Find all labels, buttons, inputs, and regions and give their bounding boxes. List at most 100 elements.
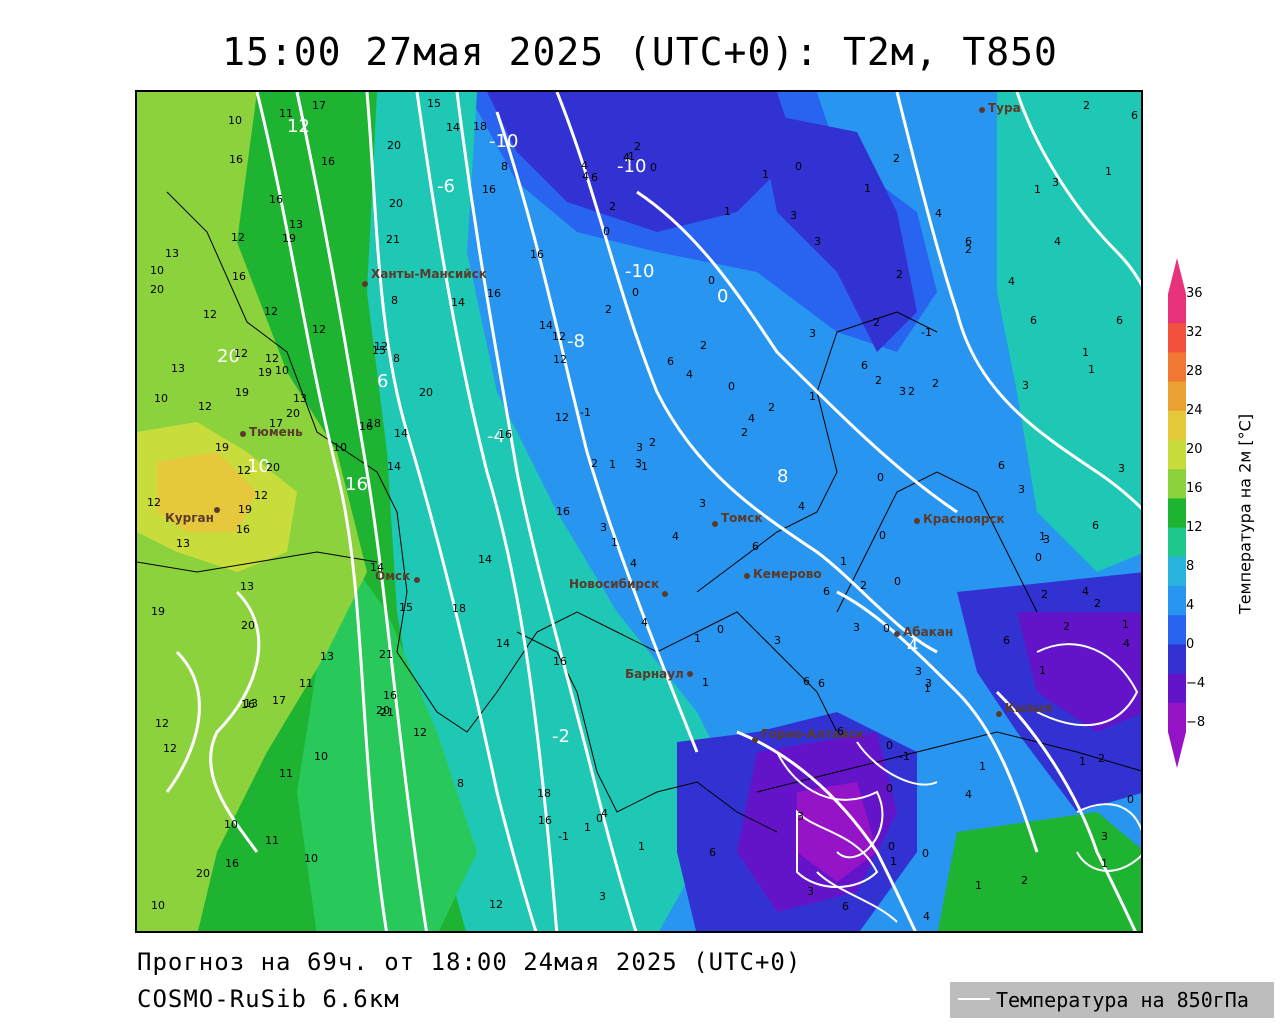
model-caption: COSMO-RuSib 6.6км xyxy=(137,985,400,1013)
station-value: 12 xyxy=(231,231,245,244)
city-tura[interactable]: Тура xyxy=(979,101,1021,115)
temperature-field: -10 -10 -10 -8 -6 -4 -2 0 4 6 8 10 12 16… xyxy=(137,92,1141,931)
station-value: 1 xyxy=(979,760,986,773)
station-value: 16 xyxy=(383,689,397,702)
city-abakan[interactable]: Абакан xyxy=(894,625,953,639)
colorbar-tick-label: 20 xyxy=(1186,442,1203,457)
svg-text:Красноярск: Красноярск xyxy=(923,512,1005,526)
city-novosibirsk[interactable]: Новосибирск xyxy=(569,577,668,597)
station-value: 14 xyxy=(370,561,384,574)
isotherm-label: 6 xyxy=(377,371,388,392)
station-value: 12 xyxy=(374,340,388,353)
colorbar-tick-label: 4 xyxy=(1186,598,1195,613)
station-value: 3 xyxy=(1043,533,1050,546)
station-value: 21 xyxy=(386,233,400,246)
station-value: 6 xyxy=(591,171,598,184)
station-value: 0 xyxy=(728,380,735,393)
station-value: 1 xyxy=(1105,165,1112,178)
station-value: 1 xyxy=(924,682,931,695)
station-value: 2 xyxy=(873,316,880,329)
station-value: 19 xyxy=(238,503,252,516)
station-value: 2 xyxy=(875,374,882,387)
station-value: 3 xyxy=(925,677,932,690)
station-value: 0 xyxy=(708,274,715,287)
station-value: 6 xyxy=(837,725,844,738)
station-value: 16 xyxy=(229,153,243,166)
city-krasnoyarsk[interactable]: Красноярск xyxy=(914,512,1005,526)
colorbar-segment xyxy=(1168,527,1186,558)
station-value: 1 xyxy=(864,182,871,195)
station-value: 6 xyxy=(1003,634,1010,647)
station-value: 8 xyxy=(391,294,398,307)
station-value: -1 xyxy=(637,460,648,473)
station-value: 3 xyxy=(899,385,906,398)
station-value: 10 xyxy=(333,441,347,454)
station-value: 1 xyxy=(702,676,709,689)
station-value: 10 xyxy=(154,392,168,405)
station-value: 19 xyxy=(151,605,165,618)
city-tyumen[interactable]: Тюмень xyxy=(240,425,303,439)
station-value: 1 xyxy=(1088,363,1095,376)
station-value: 10 xyxy=(275,364,289,377)
svg-text:Горно-Алтайск: Горно-Алтайск xyxy=(761,727,864,741)
city-khanty-mansiysk[interactable]: Ханты-Мансийск xyxy=(362,267,487,287)
station-value: 2 xyxy=(1094,597,1101,610)
forecast-caption: Прогноз на 69ч. от 18:00 24мая 2025 (UTC… xyxy=(137,948,802,976)
station-value: 6 xyxy=(1092,519,1099,532)
colorbar-tick-label: 12 xyxy=(1186,520,1203,535)
station-value: 1 xyxy=(638,840,645,853)
colorbar-bottom-arrow xyxy=(1168,732,1186,768)
station-value: 14 xyxy=(387,460,401,473)
colorbar-tick-label: 24 xyxy=(1186,403,1203,418)
isotherm-label: 4 xyxy=(907,636,918,657)
station-value: 17 xyxy=(269,417,283,430)
map-title: 15:00 27мая 2025 (UTC+0): T2м, T850 xyxy=(222,30,1058,74)
city-barnaul[interactable]: Барнаул xyxy=(625,667,693,681)
station-value: 3 xyxy=(915,665,922,678)
station-value: 4 xyxy=(623,151,630,164)
city-kemerovo[interactable]: Кемерово xyxy=(744,567,822,581)
station-value: 1 xyxy=(975,879,982,892)
colorbar-top-arrow xyxy=(1168,258,1186,294)
station-value: 6 xyxy=(818,677,825,690)
svg-text:Барнаул: Барнаул xyxy=(625,667,684,681)
station-value: 0 xyxy=(1035,551,1042,564)
city-kyzyl[interactable]: Кызыл xyxy=(996,701,1052,717)
forecast-map[interactable]: -10 -10 -10 -8 -6 -4 -2 0 4 6 8 10 12 16… xyxy=(135,90,1143,933)
station-value: 2 xyxy=(893,152,900,165)
station-value: 1 xyxy=(584,821,591,834)
station-value: 14 xyxy=(496,637,510,650)
station-value: 12 xyxy=(552,330,566,343)
city-omsk[interactable]: Омск xyxy=(375,569,420,583)
station-value: 2 xyxy=(932,377,939,390)
station-value: 6 xyxy=(709,846,716,859)
station-value: 3 xyxy=(774,634,781,647)
station-value: 12 xyxy=(237,464,251,477)
station-value: 16 xyxy=(538,814,552,827)
colorbar-tick-label: 0 xyxy=(1186,637,1195,652)
city-gorno-altaysk[interactable]: Горно-Алтайск xyxy=(752,727,864,743)
station-value: 13 xyxy=(176,537,190,550)
station-value: 2 xyxy=(896,268,903,281)
station-value: 13 xyxy=(244,697,258,710)
legend-label: Температура на 850гПа xyxy=(996,988,1249,1012)
station-value: 0 xyxy=(879,529,886,542)
isotherm-label: -10 xyxy=(617,156,646,177)
station-value: 14 xyxy=(539,319,553,332)
station-value: 12 xyxy=(413,726,427,739)
station-value: 20 xyxy=(387,139,401,152)
city-kurgan[interactable]: Курган xyxy=(165,507,220,525)
colorbar-tick-label: 16 xyxy=(1186,481,1203,496)
station-value: 10 xyxy=(228,114,242,127)
station-value: 18 xyxy=(452,602,466,615)
legend-line-icon xyxy=(958,998,990,1000)
station-value: 0 xyxy=(894,575,901,588)
station-value: 12 xyxy=(489,898,503,911)
station-value: 3 xyxy=(636,441,643,454)
colorbar-segment xyxy=(1168,440,1186,470)
station-value: 2 xyxy=(908,385,915,398)
station-value: 19 xyxy=(258,366,272,379)
city-tomsk[interactable]: Томск xyxy=(712,511,763,527)
isotherm-label: -10 xyxy=(625,261,654,282)
station-value: 3 xyxy=(599,890,606,903)
